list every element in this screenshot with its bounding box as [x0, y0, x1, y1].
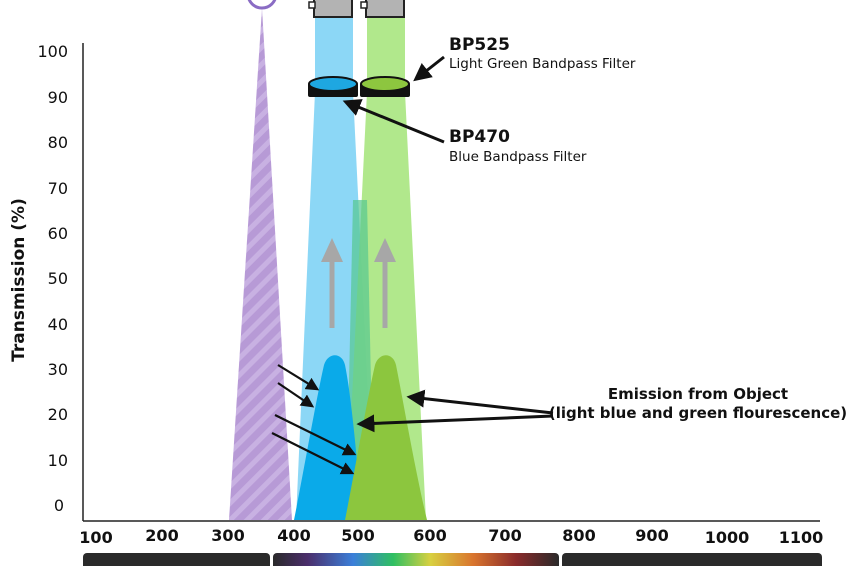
uv-band-bar: [83, 553, 270, 566]
x-tick: 100: [79, 528, 112, 547]
uv-excitation-beam: [229, 8, 292, 520]
emission-arrow-blue: [356, 414, 554, 433]
excitation-arrows: [271, 364, 357, 475]
bp525-pointer-arrow: [413, 55, 445, 82]
bp470-filter-icon: [308, 76, 358, 97]
y-tick: 20: [48, 405, 68, 424]
y-tick-labels: 100 90 80 70 60 50 40 30 20 10 0: [37, 42, 68, 515]
ir-band-bar: [562, 553, 822, 566]
camera-port-left: [308, 1, 316, 9]
x-tick: 200: [145, 526, 178, 545]
x-tick-labels: 100 200 300 400 500 600 700 800 900 1000…: [79, 526, 823, 547]
upward-arrow-green: [374, 238, 396, 328]
green-emission-peak: [345, 355, 427, 520]
emission-label-line2: (light blue and green flourescence): [549, 404, 847, 422]
x-tick: 1100: [779, 528, 824, 547]
camera-body-left: [313, 0, 353, 18]
bp470-pointer-arrow: [342, 99, 445, 144]
x-tick: 600: [413, 526, 446, 545]
x-tick: 300: [211, 526, 244, 545]
y-tick: 80: [48, 133, 68, 152]
bp470-label: BP470: [449, 127, 510, 147]
y-tick: 60: [48, 224, 68, 243]
upward-arrow-blue: [321, 238, 343, 328]
y-tick: 70: [48, 179, 68, 198]
y-tick: 90: [48, 88, 68, 107]
camera-body-right: [365, 0, 405, 18]
x-tick: 900: [635, 526, 668, 545]
y-axis-label: Transmission (%): [9, 198, 29, 362]
bp525-description: Light Green Bandpass Filter: [449, 56, 636, 72]
x-tick: 800: [562, 526, 595, 545]
y-tick: 30: [48, 360, 68, 379]
blue-emission-peak: [294, 355, 362, 520]
y-tick: 10: [48, 451, 68, 470]
visible-spectrum-bar: [273, 553, 559, 566]
y-tick: 40: [48, 315, 68, 334]
emission-arrow-green: [406, 389, 554, 415]
bp470-description: Blue Bandpass Filter: [449, 149, 587, 165]
emission-label-line1: Emission from Object: [608, 385, 788, 403]
x-tick: 400: [277, 526, 310, 545]
y-tick: 0: [54, 496, 64, 515]
x-tick: 1000: [705, 528, 750, 547]
x-tick: 700: [488, 526, 521, 545]
bp525-label: BP525: [449, 35, 510, 55]
camera-port-right: [360, 1, 368, 9]
bp525-filter-icon: [360, 76, 410, 97]
y-tick: 100: [37, 42, 68, 61]
y-tick: 50: [48, 269, 68, 288]
uv-source-icon: [247, 0, 277, 10]
x-tick: 500: [341, 526, 374, 545]
